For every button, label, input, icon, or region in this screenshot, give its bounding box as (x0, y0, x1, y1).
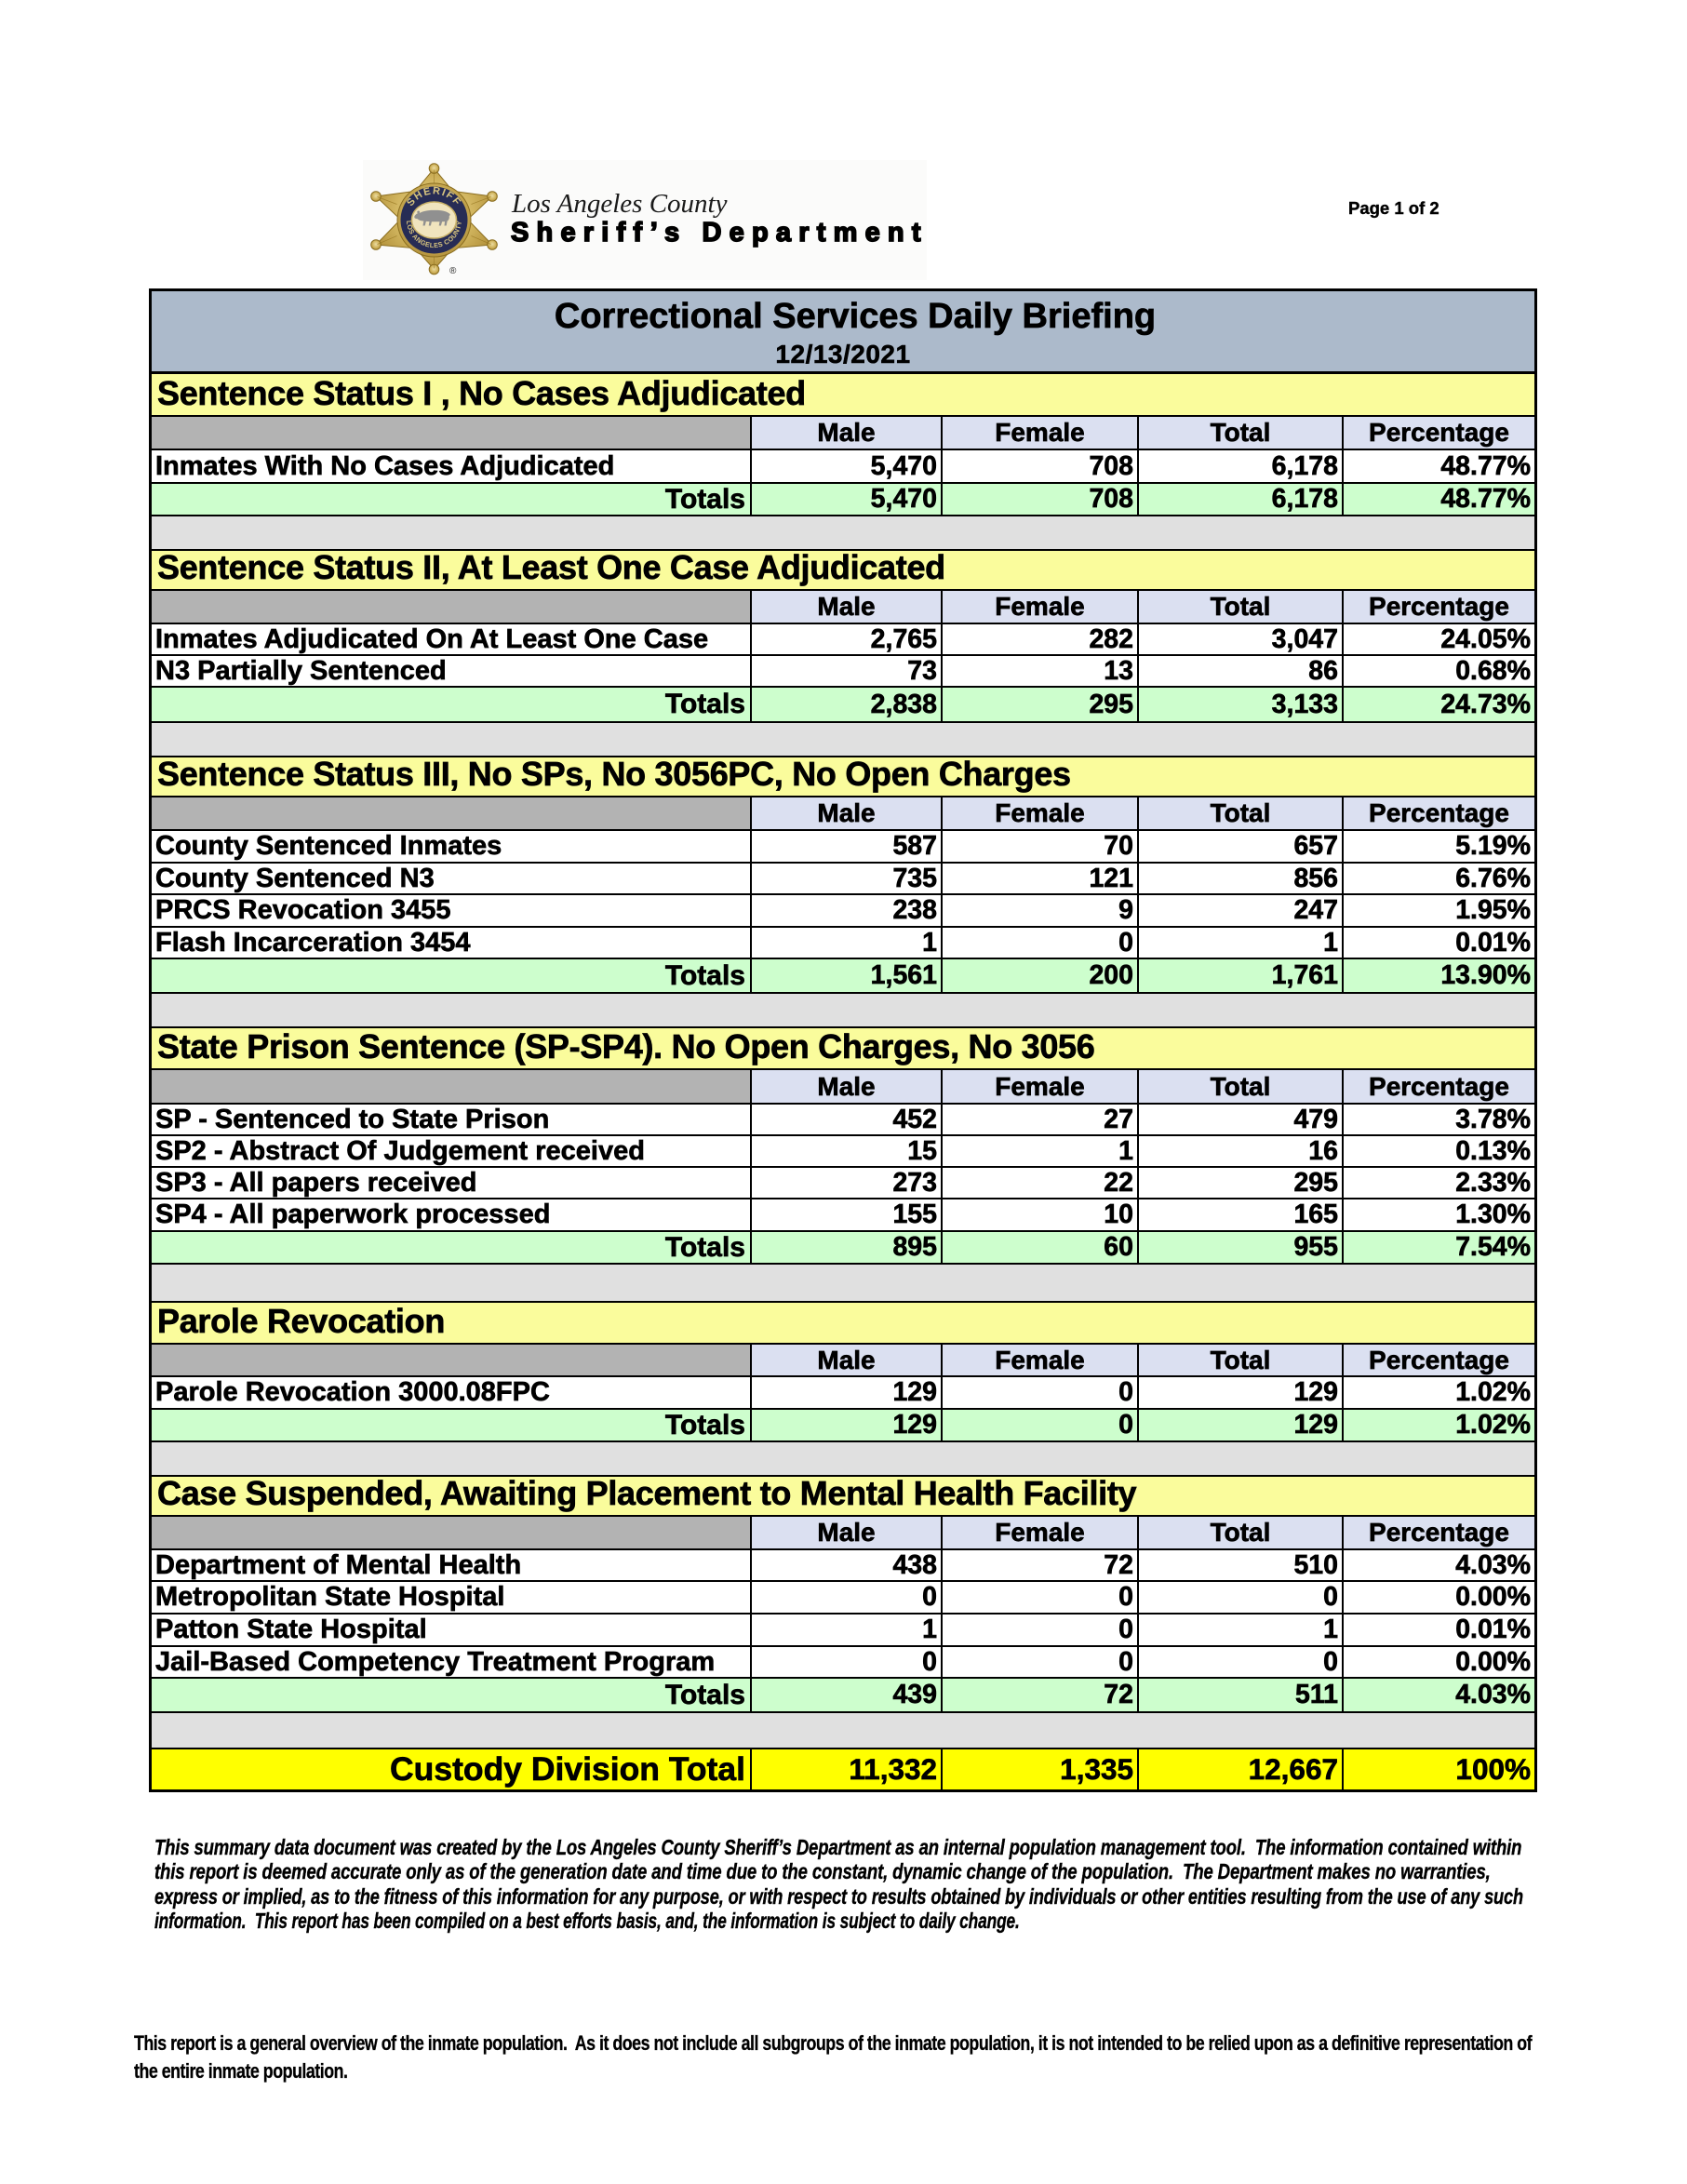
svg-text:®: ® (449, 266, 457, 276)
